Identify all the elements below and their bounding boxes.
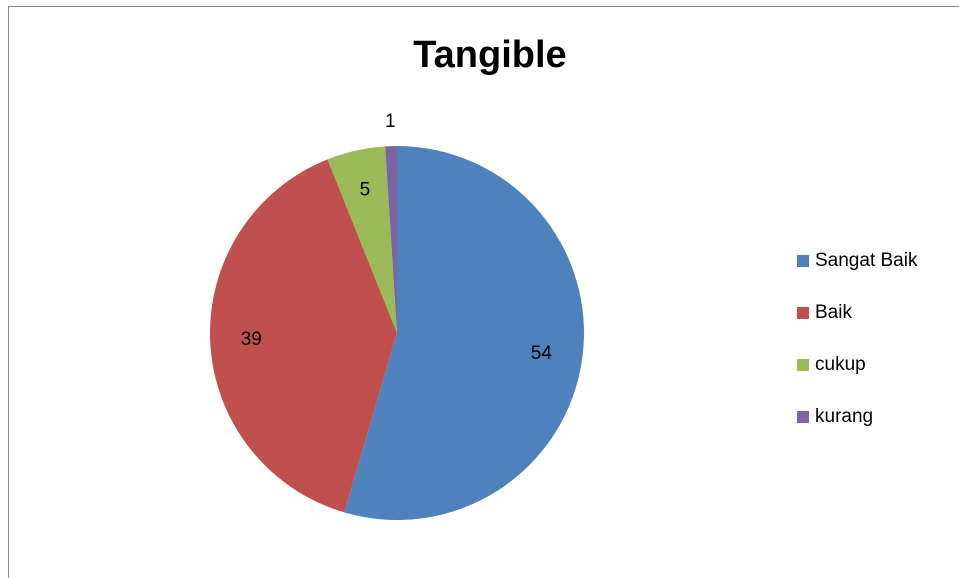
legend-swatch-baik — [797, 307, 809, 319]
pie-slice-cukup — [327, 146, 397, 333]
legend-swatch-cukup — [797, 359, 809, 371]
data-label-cukup: 5 — [360, 180, 371, 201]
pie-slice-kurang — [385, 146, 397, 333]
legend-item-baik: Baik — [797, 300, 917, 352]
legend: Sangat Baik Baik cukup kurang — [797, 248, 917, 456]
legend-label-baik: Baik — [815, 302, 852, 323]
chart-title: Tangible — [413, 34, 567, 76]
data-label-sangat-baik: 54 — [531, 343, 553, 364]
pie-slice-sangat-baik — [344, 146, 585, 520]
legend-label-sangat-baik: Sangat Baik — [815, 250, 918, 271]
legend-label-kurang: kurang — [815, 406, 874, 427]
data-label-kurang: 1 — [385, 111, 396, 132]
legend-item-cukup: cukup — [797, 352, 917, 404]
legend-label-cukup: cukup — [815, 354, 866, 375]
pie-slice-baik — [210, 159, 397, 513]
data-label-baik: 39 — [241, 329, 262, 350]
legend-item-sangat-baik: Sangat Baik — [797, 248, 917, 300]
legend-swatch-sangat-baik — [797, 255, 809, 267]
legend-item-kurang: kurang — [797, 404, 917, 456]
legend-swatch-kurang — [797, 411, 809, 423]
